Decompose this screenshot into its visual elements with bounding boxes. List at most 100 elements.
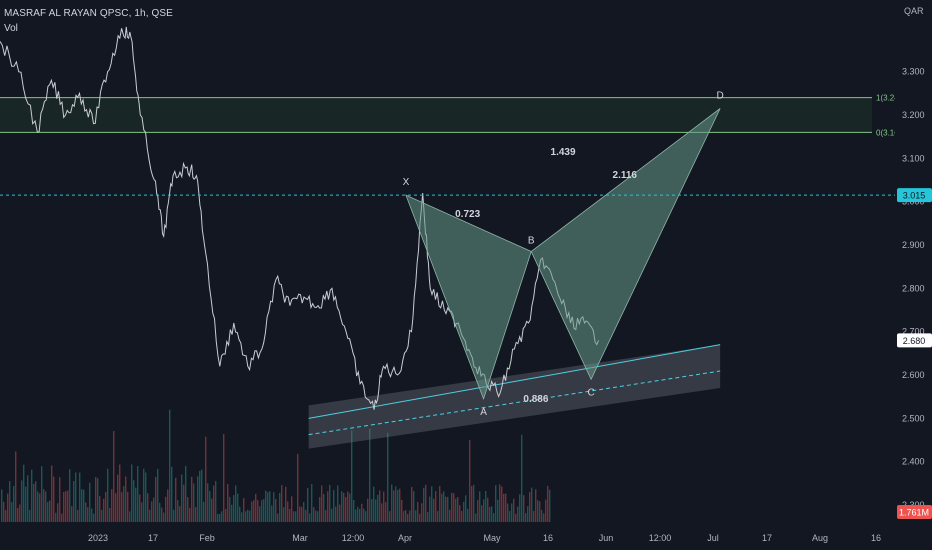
fib-fill bbox=[0, 97, 872, 133]
price-tick-label: 2.800 bbox=[902, 283, 925, 293]
volume-bar bbox=[53, 476, 55, 522]
volume-bar bbox=[157, 468, 159, 522]
volume-bar bbox=[199, 470, 201, 522]
currency-label: QAR bbox=[904, 6, 924, 16]
volume-bar bbox=[361, 503, 363, 522]
volume-bar bbox=[527, 506, 529, 522]
volume-bar bbox=[115, 493, 117, 522]
volume-bar bbox=[179, 506, 181, 522]
fib-zone: 1(3.24 0(3.16 bbox=[0, 94, 899, 137]
volume-bar bbox=[195, 506, 197, 522]
volume-bar bbox=[367, 498, 369, 522]
volume-bar bbox=[517, 506, 519, 522]
volume-bar bbox=[335, 506, 337, 522]
volume-bar bbox=[397, 490, 399, 522]
volume-bar bbox=[127, 491, 129, 522]
volume-bar bbox=[165, 496, 167, 522]
volume-bar bbox=[243, 498, 245, 522]
volume-bar bbox=[185, 465, 187, 522]
volume-bar bbox=[375, 499, 377, 522]
volume-bar bbox=[497, 499, 499, 522]
volume-bar bbox=[151, 501, 153, 522]
volume-bar bbox=[455, 498, 457, 522]
volume-badge-label: 1.761M bbox=[899, 508, 929, 518]
volume-bar bbox=[295, 511, 297, 522]
volume-bar bbox=[267, 492, 269, 522]
price-series bbox=[0, 26, 600, 410]
volume-bar bbox=[469, 439, 471, 522]
time-tick-label: 12:00 bbox=[342, 533, 365, 543]
price-badge bbox=[897, 188, 932, 203]
volume-bar bbox=[265, 490, 267, 522]
volume-bar bbox=[287, 501, 289, 522]
volume-bar bbox=[389, 511, 391, 522]
volume-bar bbox=[437, 511, 439, 522]
volume-bar bbox=[207, 483, 209, 522]
volume-bar bbox=[205, 436, 207, 522]
volume-bar bbox=[17, 507, 19, 522]
volume-bar bbox=[169, 409, 171, 522]
volume-bar bbox=[481, 505, 483, 522]
support-channel bbox=[308, 344, 721, 449]
harmonic-ratio: 0.723 bbox=[455, 209, 480, 220]
volume-bar bbox=[279, 492, 281, 522]
volume-bar bbox=[277, 513, 279, 522]
harmonic-point-B: B bbox=[528, 236, 535, 247]
volume-bar bbox=[39, 493, 41, 522]
volume-bar bbox=[63, 491, 65, 522]
volume-bar bbox=[459, 505, 461, 522]
volume-bar bbox=[47, 502, 49, 522]
volume-bar bbox=[59, 477, 61, 522]
volume-bar bbox=[11, 502, 13, 522]
volume-bar bbox=[465, 495, 467, 522]
volume-bar bbox=[37, 491, 39, 522]
volume-bar bbox=[353, 499, 355, 522]
volume-bar bbox=[311, 484, 313, 522]
volume-bar bbox=[409, 510, 411, 522]
volume-bar bbox=[255, 493, 257, 522]
volume-bar bbox=[221, 511, 223, 522]
volume-bar bbox=[341, 491, 343, 522]
price-tick-label: 2.500 bbox=[902, 413, 925, 423]
price-badge-label: 2.680 bbox=[903, 336, 926, 346]
volume-bar bbox=[5, 510, 7, 522]
volume-bar bbox=[99, 496, 101, 522]
volume-bar bbox=[25, 486, 27, 522]
volume-bar bbox=[107, 468, 109, 522]
volume-bar bbox=[427, 511, 429, 522]
volume-bar bbox=[333, 490, 335, 522]
volume-bar bbox=[473, 484, 475, 522]
volume-indicator-label: Vol bbox=[4, 23, 18, 34]
volume-bar bbox=[61, 513, 63, 522]
volume-bar bbox=[449, 509, 451, 522]
volume-bar bbox=[155, 476, 157, 522]
volume-bar bbox=[291, 496, 293, 522]
volume-bar bbox=[281, 485, 283, 522]
price-badge bbox=[897, 333, 932, 348]
volume-bar bbox=[203, 501, 205, 522]
volume-bar bbox=[507, 503, 509, 522]
harmonic-pattern: X A B C D 0.723 0.886 1.439 2.116 bbox=[403, 91, 724, 418]
volume-bar bbox=[69, 469, 71, 522]
volume-bar bbox=[487, 497, 489, 522]
volume-bar bbox=[225, 508, 227, 522]
volume-bar bbox=[211, 498, 213, 522]
volume-bar bbox=[425, 484, 427, 522]
volume-bar bbox=[401, 499, 403, 522]
volume-bar bbox=[19, 504, 21, 522]
volume-bar bbox=[135, 487, 137, 522]
volume-bar bbox=[515, 513, 517, 522]
volume-bar bbox=[33, 483, 35, 522]
volume-bar bbox=[419, 513, 421, 522]
volume-bar bbox=[421, 503, 423, 522]
volume-bar bbox=[55, 512, 57, 522]
time-tick-label: May bbox=[483, 533, 501, 543]
price-axis-bg bbox=[895, 0, 932, 550]
volume-bar bbox=[323, 494, 325, 522]
volume-bar bbox=[325, 510, 327, 522]
volume-bar bbox=[549, 489, 551, 522]
volume-bar bbox=[305, 509, 307, 522]
volume-bar bbox=[175, 477, 177, 522]
